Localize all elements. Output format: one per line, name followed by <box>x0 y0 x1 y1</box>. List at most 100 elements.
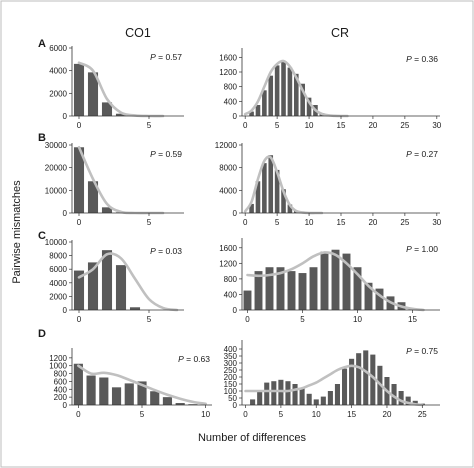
bar <box>276 267 285 310</box>
y-tick-label: 10000 <box>45 238 68 247</box>
x-tick-label: 5 <box>300 315 305 324</box>
p-value-text: = 0.03 <box>156 246 183 256</box>
y-tick-label: 1200 <box>219 259 237 268</box>
x-tick-label: 20 <box>383 410 392 419</box>
x-tick-label: 10 <box>353 315 362 324</box>
bar <box>268 75 274 116</box>
panel-a-co1: 0 2000 4000 6000 0 5 P = 0.57 <box>49 44 184 130</box>
x-tick-label: 5 <box>275 218 280 227</box>
bar <box>101 102 113 116</box>
x-tick-label: 5 <box>147 121 152 130</box>
p-value-label: P = 1.00 <box>406 244 438 254</box>
bar <box>124 383 134 405</box>
p-symbol: P <box>178 354 184 364</box>
p-value-text: = 0.75 <box>412 346 439 356</box>
bar <box>257 391 263 405</box>
column-title-cr: CR <box>331 26 349 40</box>
x-tick-label: 5 <box>275 121 280 130</box>
p-value-text: = 1.00 <box>412 244 439 254</box>
x-tick-label: 10 <box>201 410 210 419</box>
bar <box>175 403 185 405</box>
y-tick-label: 2000 <box>49 292 67 301</box>
y-tick-label: 800 <box>54 370 68 379</box>
bar <box>87 72 99 116</box>
bar <box>278 379 284 405</box>
bar <box>331 249 340 310</box>
p-value-text: = 0.59 <box>156 149 183 159</box>
y-tick-label: 800 <box>224 275 238 284</box>
x-tick-label: 5 <box>147 218 152 227</box>
bar <box>293 73 299 116</box>
p-symbol: P <box>406 54 412 64</box>
y-tick-label: 0 <box>233 401 238 410</box>
bar <box>115 265 127 310</box>
bar <box>309 267 318 310</box>
bar <box>412 400 418 405</box>
x-tick-label: 15 <box>337 121 346 130</box>
p-value-text: = 0.57 <box>156 52 183 62</box>
bar <box>73 147 85 213</box>
x-tick-label: 0 <box>77 121 82 130</box>
row-label-d: D <box>38 328 46 340</box>
y-tick-label: 600 <box>54 377 68 386</box>
bar <box>264 382 270 405</box>
bar <box>73 63 85 116</box>
bar <box>271 381 277 405</box>
expected-curve <box>246 251 425 312</box>
bar <box>101 250 113 310</box>
p-value-label: P = 0.75 <box>406 346 438 356</box>
bar <box>129 307 141 310</box>
bar <box>115 113 127 116</box>
bar <box>285 381 291 405</box>
bar <box>87 181 99 213</box>
y-tick-label: 200 <box>224 373 238 382</box>
bar <box>300 83 305 116</box>
y-tick-label: 400 <box>54 385 68 394</box>
bar <box>101 207 113 213</box>
bar <box>243 290 252 310</box>
y-tick-label: 1200 <box>219 68 237 77</box>
bar <box>274 169 280 213</box>
y-tick-label: 1600 <box>219 244 237 253</box>
bar <box>349 358 355 405</box>
panel-a-cr: 0 400 800 1200 1600 0 5 10 15 20 25 30 P = 0.36 <box>219 48 442 130</box>
x-tick-label: 5 <box>279 410 284 419</box>
x-tick-label: 10 <box>305 121 314 130</box>
y-tick-label: 0 <box>63 209 68 218</box>
y-tick-label: 150 <box>224 380 238 389</box>
y-tick-label: 6000 <box>49 265 67 274</box>
bar <box>313 399 319 405</box>
x-tick-label: 5 <box>147 315 152 324</box>
p-symbol: P <box>150 246 156 256</box>
x-tick-label: 15 <box>337 218 346 227</box>
y-tick-label: 8000 <box>49 252 67 261</box>
x-tick-label: 0 <box>76 410 81 419</box>
bar <box>306 97 312 116</box>
x-axis-label: Number of differences <box>198 432 307 444</box>
panel-b-cr: 0 4000 8000 12000 0 5 10 15 20 25 30 P = 0.27 <box>215 141 442 227</box>
y-tick-label: 0 <box>63 401 68 410</box>
bar <box>249 111 254 116</box>
x-tick-label: 15 <box>408 315 417 324</box>
p-value-text: = 0.27 <box>412 149 439 159</box>
bar <box>298 273 307 310</box>
y-tick-label: 6000 <box>49 44 67 53</box>
p-value-text: = 0.63 <box>184 354 211 364</box>
p-value-label: P = 0.27 <box>406 149 438 159</box>
y-tick-label: 20000 <box>45 164 68 173</box>
x-tick-label: 0 <box>243 410 248 419</box>
x-tick-label: 0 <box>77 218 82 227</box>
y-tick-label: 300 <box>224 359 238 368</box>
row-label-b: B <box>38 132 46 144</box>
y-tick-label: 250 <box>224 366 238 375</box>
p-value-label: P = 0.36 <box>406 54 438 64</box>
y-axis-label: Pairwise mismatches <box>11 180 23 284</box>
bar <box>250 399 256 405</box>
bar <box>299 388 305 405</box>
p-value-label: P = 0.03 <box>150 246 182 256</box>
y-tick-label: 10000 <box>45 186 68 195</box>
row-label-a: A <box>38 38 46 50</box>
bar <box>262 163 267 213</box>
